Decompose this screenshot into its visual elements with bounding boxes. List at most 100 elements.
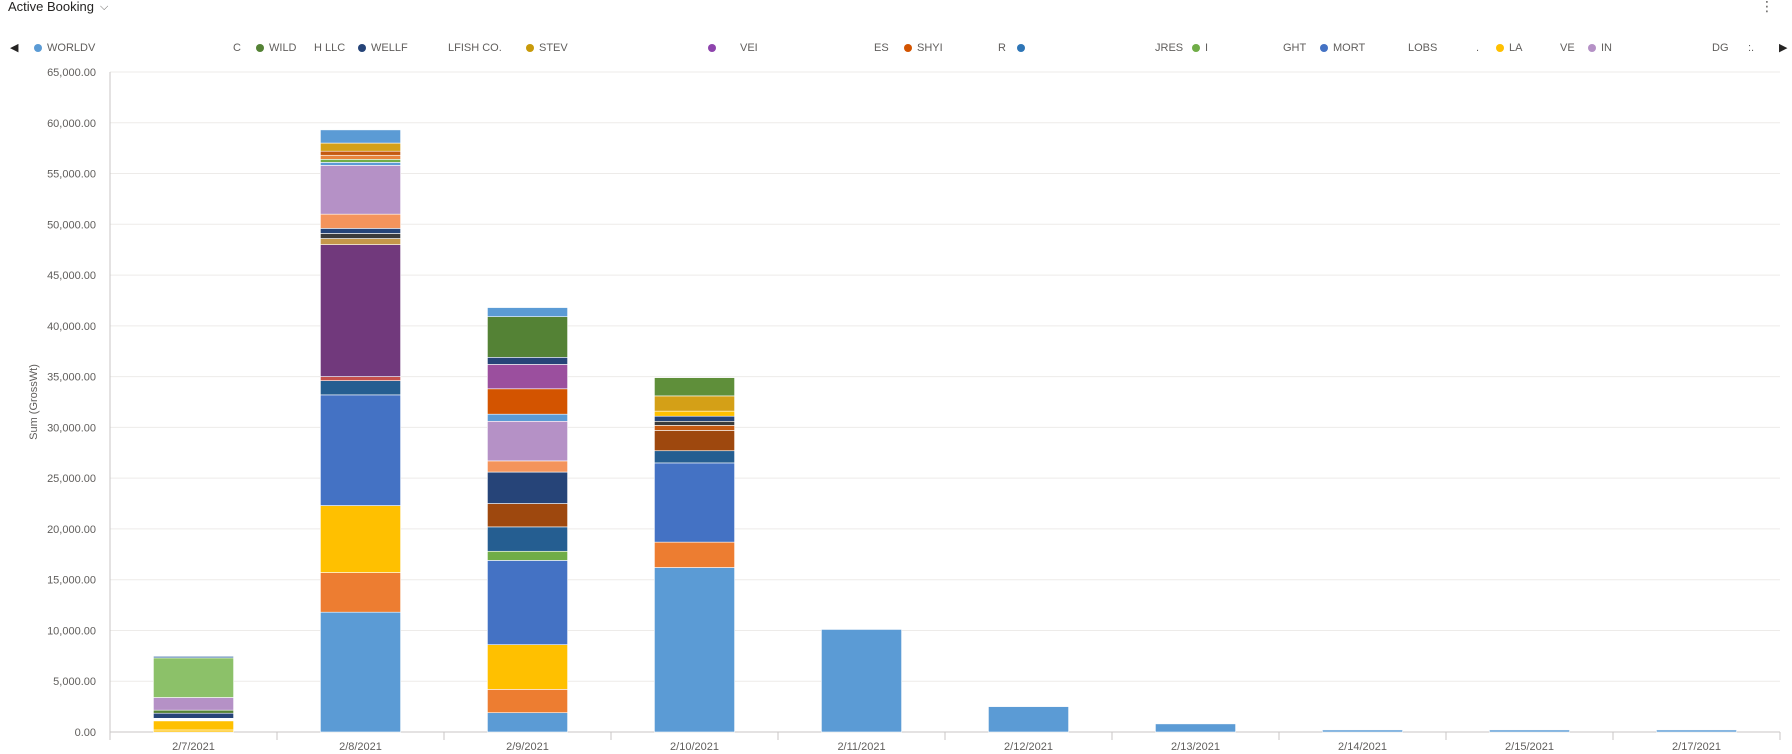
legend-item[interactable]: VE	[1560, 38, 1575, 58]
y-tick-label: 60,000.00	[47, 118, 96, 130]
bar-segment	[654, 541, 735, 568]
legend-item[interactable]: LOBS	[1408, 38, 1437, 58]
legend-item[interactable]	[1017, 38, 1030, 58]
bar-segment	[153, 697, 234, 711]
x-tick-label: 2/7/2021	[172, 741, 215, 753]
legend-item[interactable]: WILD	[256, 38, 297, 58]
legend-item[interactable]: ES	[874, 38, 889, 58]
legend-item[interactable]: DG	[1712, 38, 1729, 58]
legend-item[interactable]: MORT	[1320, 38, 1365, 58]
legend-color-dot	[358, 44, 366, 52]
legend-color-dot	[34, 44, 42, 52]
legend-item[interactable]: WORLDV	[34, 38, 95, 58]
legend-label: SHYI	[917, 42, 943, 54]
bar-segment	[487, 420, 568, 462]
legend-label: IN	[1601, 42, 1612, 54]
bar-segment	[654, 377, 735, 397]
bar-segment	[320, 244, 401, 377]
legend-item[interactable]: LFISH CO.	[448, 38, 502, 58]
legend-label: DG	[1712, 42, 1729, 54]
x-tick-label: 2/10/2021	[670, 741, 719, 753]
legend-label: VE	[1560, 42, 1575, 54]
legend-item[interactable]: SHYI	[904, 38, 943, 58]
bar-segment	[153, 712, 234, 719]
bar-segment	[654, 410, 735, 417]
legend-label: STEV	[539, 42, 568, 54]
bar-segment	[487, 644, 568, 690]
legend-color-dot	[1017, 44, 1025, 52]
bar-segment	[320, 611, 401, 733]
legend-label: LFISH CO.	[448, 42, 502, 54]
more-options-icon[interactable]: ⋮	[1760, 0, 1774, 14]
legend-label: GHT	[1283, 42, 1307, 54]
bar-segment	[1155, 723, 1236, 733]
y-tick-label: 30,000.00	[47, 422, 96, 434]
bar-segment	[153, 729, 234, 733]
bar-segment	[153, 709, 234, 714]
y-tick-label: 55,000.00	[47, 169, 96, 181]
legend-item[interactable]: GHT	[1283, 38, 1306, 58]
bar-segment	[320, 213, 401, 229]
bar-segment	[320, 159, 401, 163]
y-tick-label: 45,000.00	[47, 270, 96, 282]
legend-label: :.	[1748, 42, 1755, 54]
legend-item[interactable]: LA	[1496, 38, 1522, 58]
bar-segment	[487, 307, 568, 318]
legend-label: ES	[874, 42, 889, 54]
legend-item[interactable]	[708, 38, 721, 58]
legend-item[interactable]: H LLC	[314, 38, 345, 58]
y-tick-label: 65,000.00	[47, 67, 96, 79]
bar-segment	[320, 380, 401, 396]
y-tick-label: 5,000.00	[53, 676, 96, 688]
legend-next-icon[interactable]: ▶	[1779, 42, 1788, 54]
legend-item[interactable]: JRES	[1155, 38, 1183, 58]
legend-color-dot	[526, 44, 534, 52]
bar-segment	[153, 717, 234, 722]
y-tick-label: 15,000.00	[47, 575, 96, 587]
bar-segment	[153, 720, 234, 731]
x-tick-label: 2/12/2021	[1004, 741, 1053, 753]
legend-item[interactable]: VEI	[740, 38, 758, 58]
bar-segment	[320, 142, 401, 152]
bar-segment	[487, 460, 568, 473]
x-tick-label: 2/13/2021	[1171, 741, 1220, 753]
legend-label: LA	[1509, 42, 1523, 54]
bar-segment	[320, 233, 401, 239]
legend-color-dot	[1320, 44, 1328, 52]
legend-item[interactable]: STEV	[526, 38, 568, 58]
legend-color-dot	[708, 44, 716, 52]
bar-segment	[320, 165, 401, 215]
legend-prev-icon[interactable]: ◀	[10, 42, 19, 54]
legend-item[interactable]: WELLF	[358, 38, 408, 58]
bar-segment	[487, 316, 568, 358]
bar-segment	[654, 450, 735, 464]
legend-color-dot	[1192, 44, 1200, 52]
legend-item[interactable]: IN	[1588, 38, 1612, 58]
y-tick-label: 35,000.00	[47, 372, 96, 384]
legend-color-dot	[256, 44, 264, 52]
bar-segment	[320, 228, 401, 234]
legend-color-dot	[1496, 44, 1504, 52]
bar-segment	[1656, 729, 1737, 733]
x-tick-label: 2/17/2021	[1672, 741, 1721, 753]
legend-label: I	[1205, 42, 1209, 54]
legend-item[interactable]: .	[1476, 38, 1479, 58]
y-axis-title: Sum (GrossWt)	[28, 364, 40, 440]
legend-item[interactable]: I	[1192, 38, 1208, 58]
bar-segment	[821, 629, 902, 733]
legend-item[interactable]: :.	[1748, 38, 1754, 58]
bar-segment	[654, 415, 735, 422]
y-tick-label: 10,000.00	[47, 625, 96, 637]
bar-segment	[654, 462, 735, 543]
chart-legend: ◀ ▶ WORLDV C WILD H LLC WELLF LFISH CO. STEV VE…	[0, 38, 1792, 58]
bar-segment	[988, 706, 1069, 733]
legend-item[interactable]: C	[233, 38, 241, 58]
legend-label: H LLC	[314, 42, 346, 54]
chart-title: Active Booking	[8, 0, 94, 14]
bar-segment	[487, 550, 568, 561]
chevron-down-icon[interactable]: ⌵	[100, 1, 109, 13]
bar-segment	[654, 395, 735, 412]
legend-item[interactable]: R	[998, 38, 1006, 58]
bar-segment	[320, 238, 401, 245]
